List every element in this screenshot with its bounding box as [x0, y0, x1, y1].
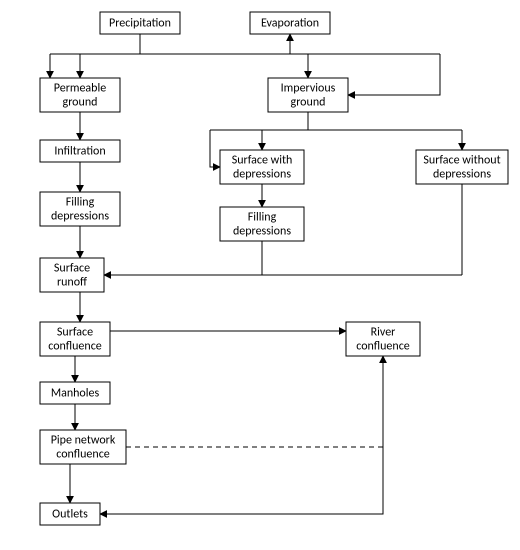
node-fill_left: Fillingdepressions	[40, 192, 120, 226]
node-surf_runoff-label-1: runoff	[57, 275, 87, 289]
node-surf_runoff: Surfacerunoff	[40, 258, 104, 292]
node-river_conf-label-1: confluence	[356, 339, 410, 353]
node-surf_conf-label-0: Surface	[57, 325, 93, 339]
node-pipe_conf-label-0: Pipe network	[51, 433, 116, 447]
node-impervious-label-0: Impervious	[281, 81, 336, 95]
node-river_conf-label-0: River	[371, 325, 396, 339]
node-fill_right-label-0: Filling	[248, 210, 277, 224]
node-pipe_conf: Pipe networkconfluence	[40, 430, 126, 464]
node-surf_with-label-0: Surface with	[232, 153, 293, 167]
edge-to-surfwith-left	[210, 130, 220, 167]
node-manholes-label-0: Manholes	[51, 386, 100, 400]
flowchart-canvas: PrecipitationEvaporationPermeablegroundI…	[0, 0, 520, 550]
node-surf_runoff-label-0: Surface	[54, 261, 90, 275]
node-precipitation: Precipitation	[100, 12, 180, 34]
node-infiltration: Infiltration	[40, 140, 120, 162]
node-surf_conf: Surfaceconfluence	[40, 322, 110, 356]
node-fill_right-label-1: depressions	[233, 224, 291, 238]
edge-river-down	[100, 356, 383, 514]
node-surf_with-label-1: depressions	[233, 167, 291, 181]
node-precipitation-label-0: Precipitation	[109, 16, 171, 30]
node-permeable: Permeableground	[40, 78, 120, 112]
node-permeable-label-1: ground	[63, 95, 98, 109]
node-evaporation: Evaporation	[250, 12, 330, 34]
node-surf_without-label-1: depressions	[433, 167, 491, 181]
node-outlets: Outlets	[40, 503, 100, 525]
edge-pipe-river-dashed	[126, 356, 383, 447]
node-surf_without-label-0: Surface without	[423, 153, 500, 167]
node-river_conf: Riverconfluence	[346, 322, 420, 356]
node-outlets-label-0: Outlets	[52, 507, 88, 521]
node-impervious-label-1: ground	[291, 95, 326, 109]
edge-to-impervious2	[348, 54, 440, 95]
node-evaporation-label-0: Evaporation	[261, 16, 319, 30]
node-fill_left-label-1: depressions	[51, 209, 109, 223]
node-infiltration-label-0: Infiltration	[54, 144, 105, 158]
node-permeable-label-0: Permeable	[54, 81, 106, 95]
node-manholes: Manholes	[40, 382, 110, 404]
node-impervious: Imperviousground	[268, 78, 348, 112]
node-surf_conf-label-1: confluence	[48, 339, 102, 353]
node-surf_without: Surface withoutdepressions	[416, 150, 508, 184]
node-fill_right: Fillingdepressions	[220, 207, 304, 241]
node-pipe_conf-label-1: confluence	[56, 447, 110, 461]
node-surf_with: Surface withdepressions	[220, 150, 304, 184]
node-fill_left-label-0: Filling	[66, 195, 95, 209]
